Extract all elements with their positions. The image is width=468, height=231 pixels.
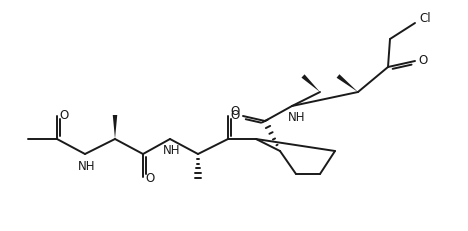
Text: O: O: [230, 109, 240, 122]
Text: NH: NH: [78, 159, 96, 172]
Text: NH: NH: [163, 144, 181, 157]
Text: Cl: Cl: [419, 12, 431, 25]
Text: O: O: [146, 172, 154, 185]
Text: O: O: [418, 54, 428, 67]
Polygon shape: [113, 116, 117, 139]
Text: O: O: [59, 109, 69, 122]
Text: NH: NH: [288, 111, 306, 124]
Text: O: O: [230, 105, 240, 118]
Polygon shape: [301, 75, 320, 93]
Polygon shape: [336, 75, 358, 93]
